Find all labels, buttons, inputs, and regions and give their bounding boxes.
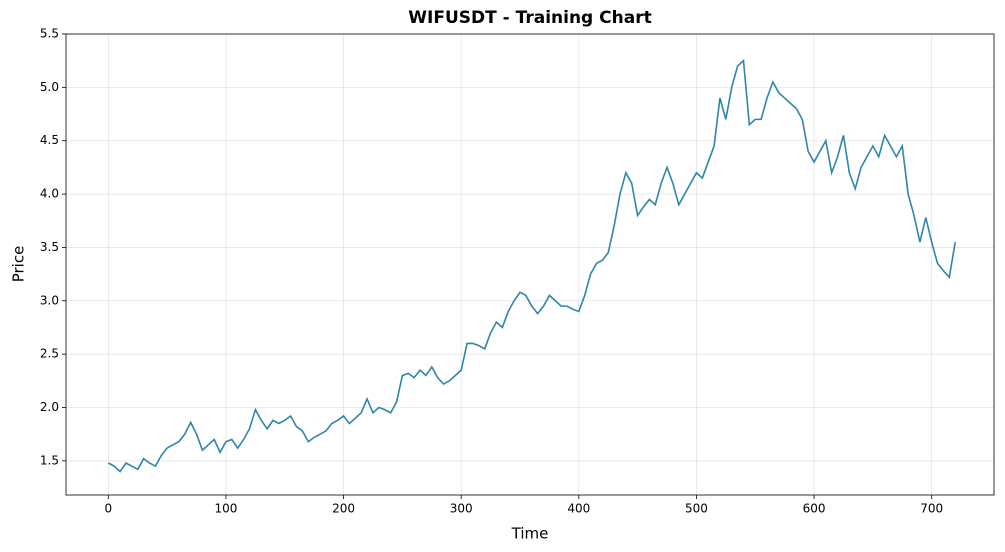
x-axis-label: Time	[511, 525, 549, 543]
x-tick-label: 500	[685, 502, 708, 516]
y-tick-label: 5.0	[40, 80, 59, 94]
y-tick-label: 3.5	[40, 240, 59, 254]
plot-frame	[65, 33, 995, 496]
x-tick-label: 300	[450, 502, 473, 516]
y-axis-label: Price	[10, 246, 28, 283]
y-tick-label: 3.0	[40, 293, 59, 307]
y-tick-label: 5.5	[40, 27, 59, 41]
price-line	[107, 59, 956, 473]
x-tick-label: 600	[803, 502, 826, 516]
x-tick-label: 0	[105, 502, 113, 516]
y-tick-label: 4.5	[40, 133, 59, 147]
y-tick-label: 2.0	[40, 400, 59, 414]
y-tick-label: 1.5	[40, 453, 59, 467]
chart-title: WIFUSDT - Training Chart	[408, 8, 651, 28]
x-tick-label: 200	[332, 502, 355, 516]
x-tick-label: 400	[567, 502, 590, 516]
y-tick-label: 4.0	[40, 187, 59, 201]
x-tick-label: 100	[215, 502, 238, 516]
x-tick-label: 700	[920, 502, 943, 516]
y-tick-label: 2.5	[40, 347, 59, 361]
